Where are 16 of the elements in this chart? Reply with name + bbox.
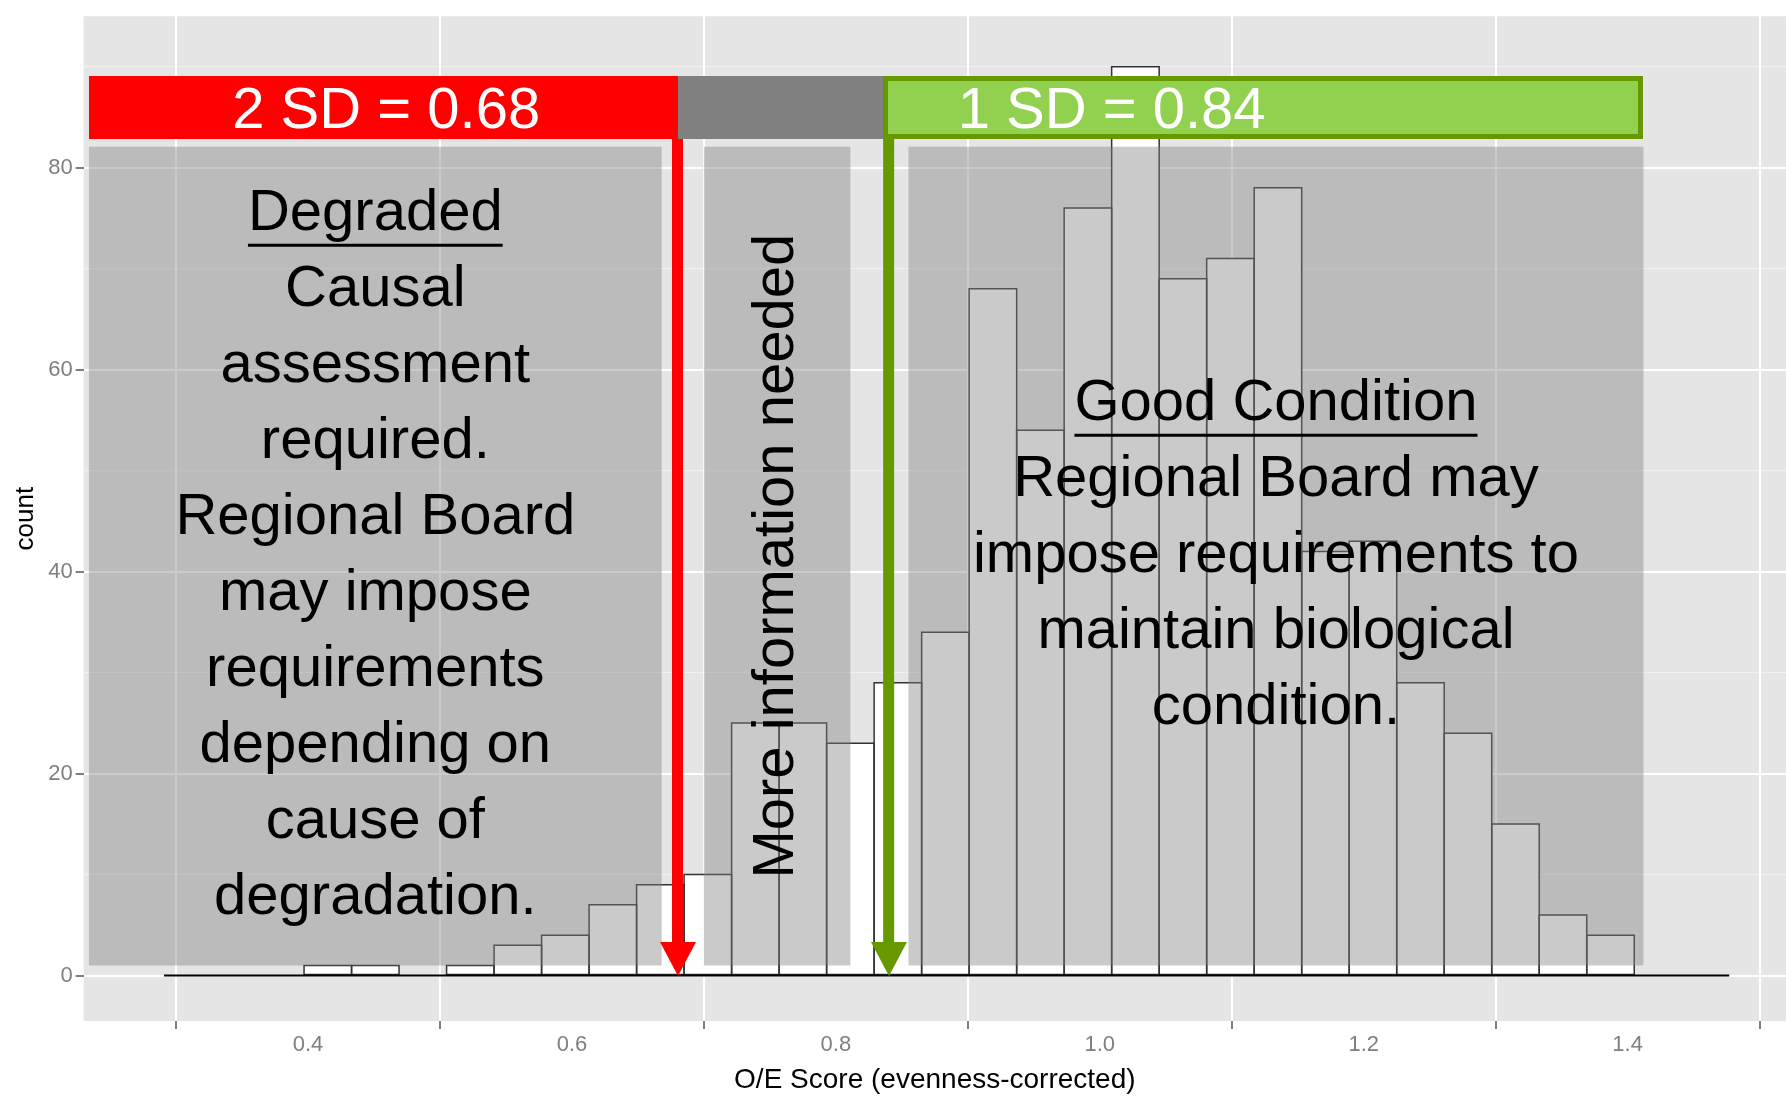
- x-axis-title: O/E Score (evenness-corrected): [734, 1062, 1136, 1094]
- y-tick-label: 0: [60, 961, 73, 987]
- y-axis-title: count: [8, 486, 39, 551]
- x-tick-label: 1.2: [1348, 1031, 1380, 1057]
- y-tick-label: 80: [48, 153, 73, 179]
- y-tick-label: 20: [48, 759, 73, 785]
- y-tick-label: 40: [48, 557, 73, 583]
- band-label: More information needed: [740, 233, 806, 879]
- x-tick-label: 1.4: [1612, 1031, 1643, 1057]
- y-tick-label: 60: [48, 355, 73, 381]
- x-tick-label: 0.8: [820, 1031, 852, 1057]
- x-tick-label: 1.0: [1084, 1031, 1116, 1057]
- label-banner: 1 SD = 0.84: [882, 76, 1644, 139]
- x-tick-label: 0.6: [556, 1031, 588, 1057]
- text: Degraded Causal assessment required. Regional Board may impose requirements depending on cause of degradation.: [175, 177, 576, 927]
- x-tick-label: 0.4: [292, 1031, 324, 1057]
